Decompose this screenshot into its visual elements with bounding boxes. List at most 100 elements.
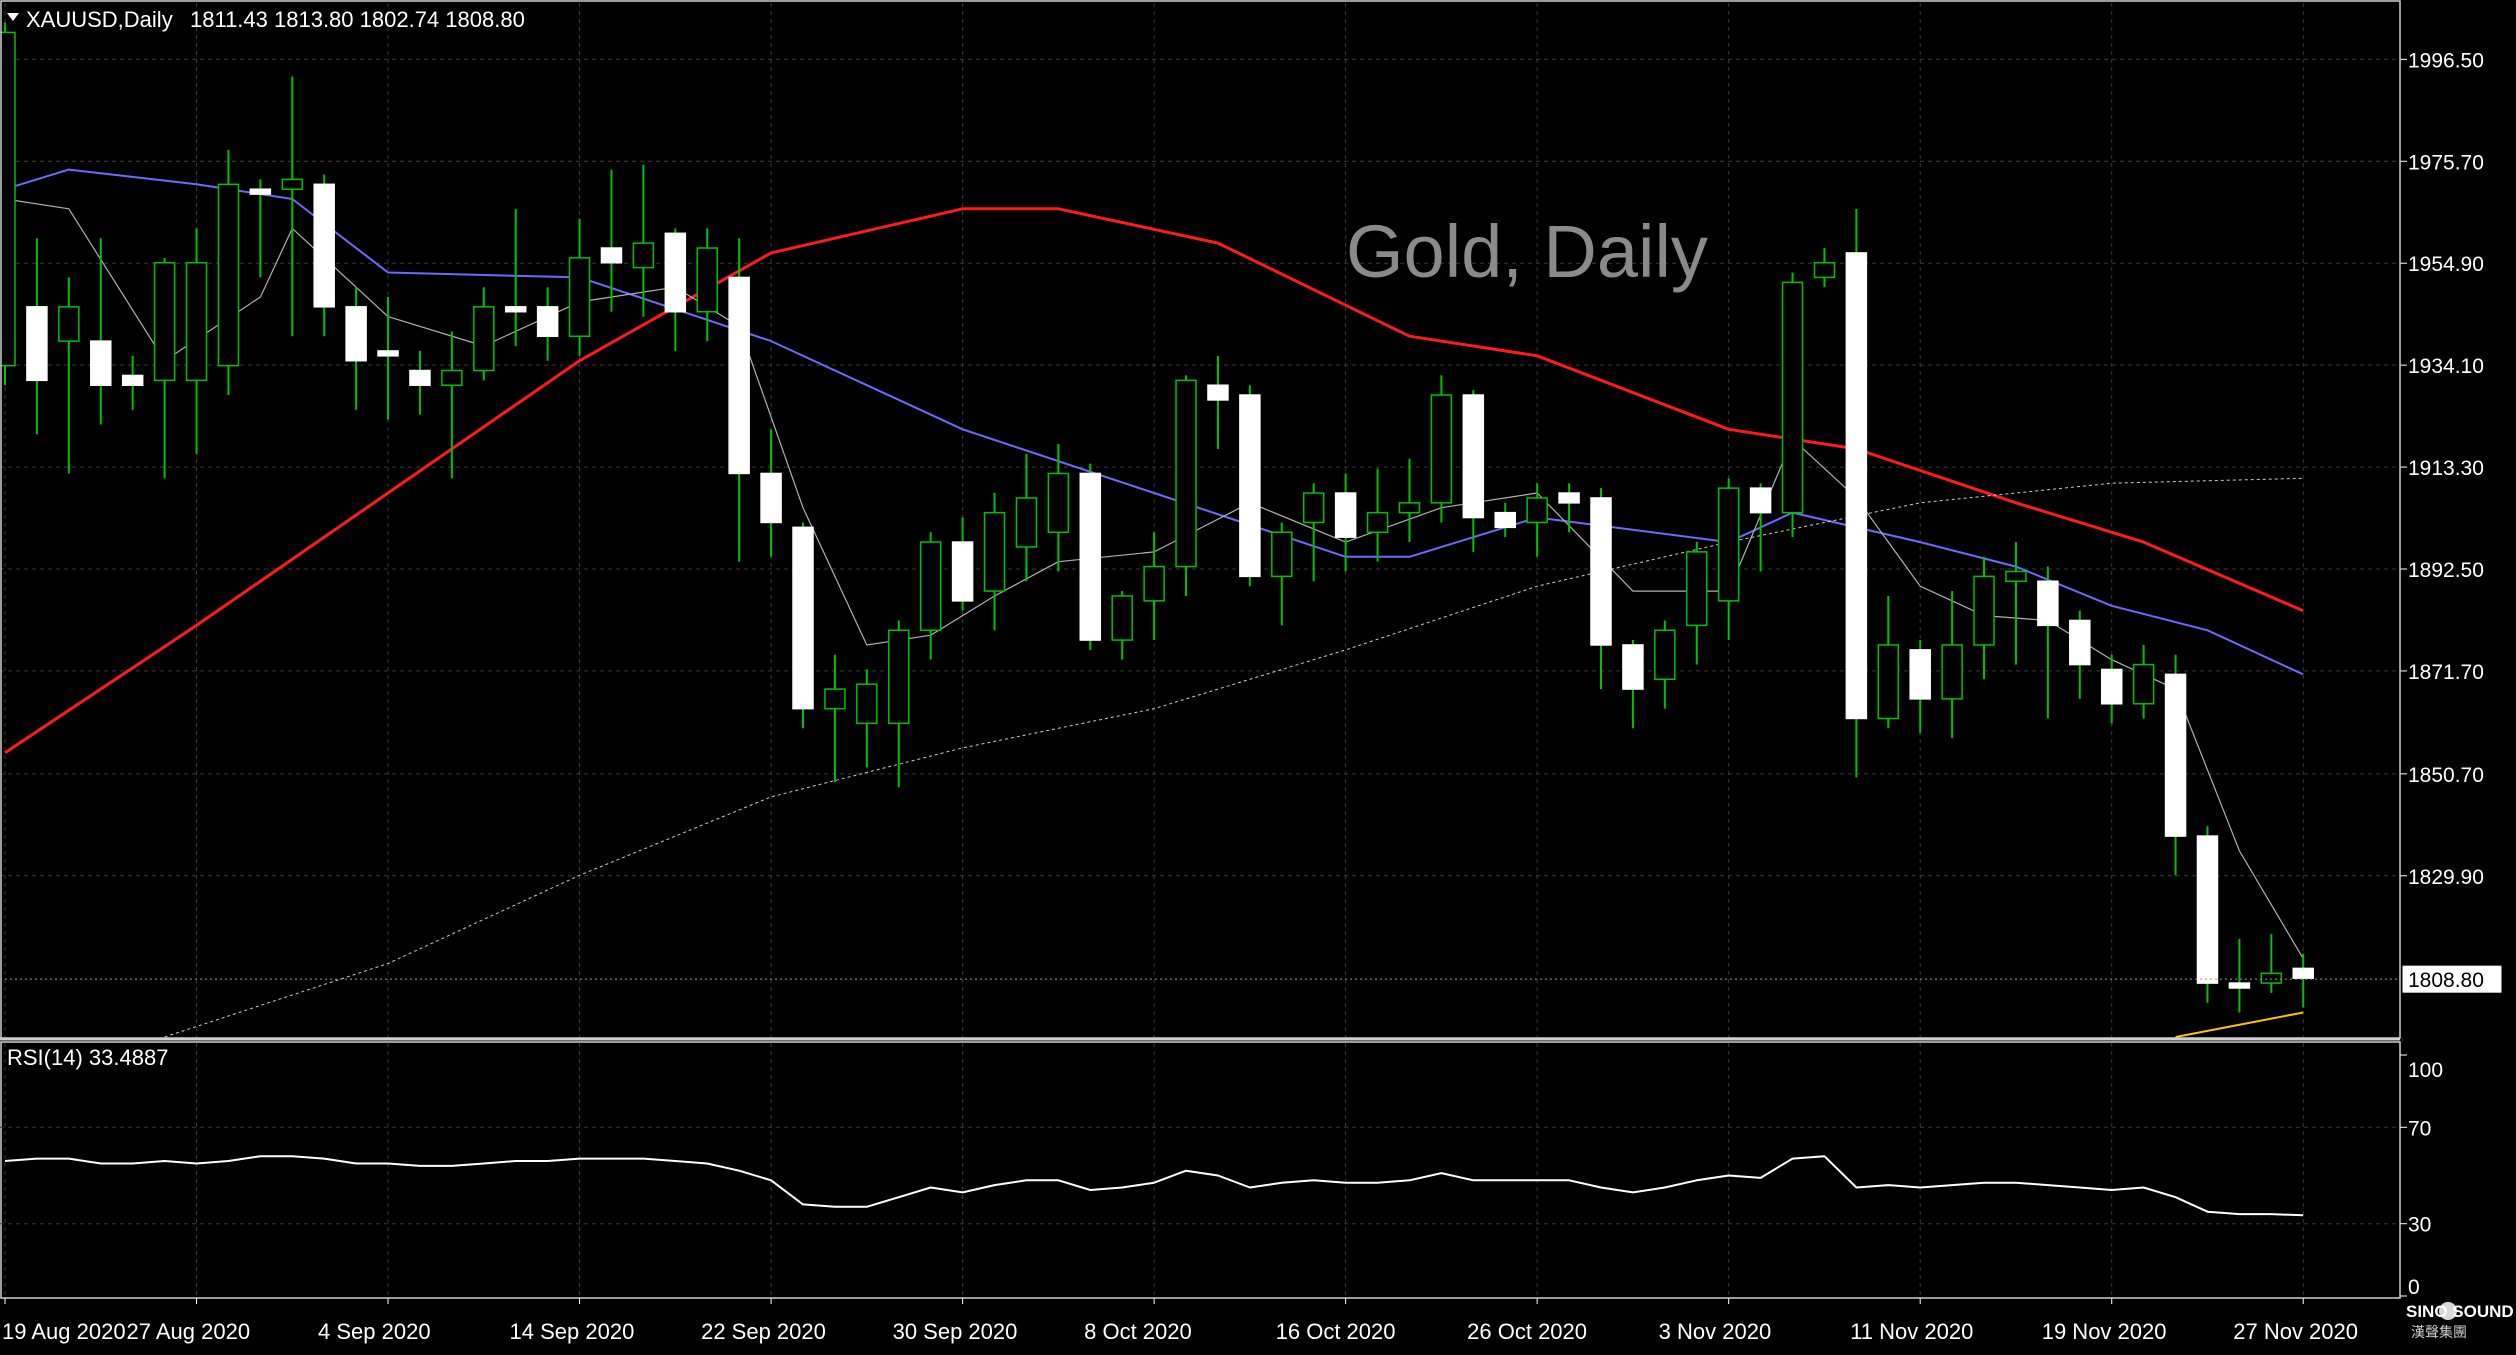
rsi-panel: 100 70 30 0 bbox=[0, 1054, 2443, 1299]
watermark: Gold, Daily bbox=[1346, 210, 1708, 293]
time-tick-label: 27 Nov 2020 bbox=[2233, 1319, 2358, 1344]
candle bbox=[1494, 502, 1516, 538]
candle bbox=[441, 331, 463, 479]
candle bbox=[1366, 468, 1389, 562]
candle bbox=[185, 228, 208, 454]
price-tick-label: 1913.30 bbox=[2408, 457, 2484, 480]
candle bbox=[2005, 542, 2027, 665]
candle-body bbox=[1749, 487, 1772, 514]
candle-body bbox=[2228, 982, 2251, 989]
candle-body bbox=[951, 541, 974, 602]
candle-body bbox=[409, 369, 431, 386]
candle-body bbox=[1973, 575, 1995, 646]
candle bbox=[728, 238, 750, 562]
candle-body bbox=[1175, 379, 1197, 568]
candle bbox=[90, 238, 112, 425]
candle bbox=[1590, 488, 1612, 690]
candle bbox=[217, 150, 240, 396]
candle bbox=[377, 297, 399, 420]
candle bbox=[1111, 591, 1133, 660]
candles bbox=[0, 22, 2314, 1013]
candle bbox=[760, 429, 782, 557]
candle-body bbox=[1334, 492, 1357, 538]
candle-body bbox=[313, 183, 335, 308]
candle-body bbox=[377, 350, 399, 357]
candle-body bbox=[58, 306, 80, 342]
candle-body bbox=[1366, 511, 1389, 534]
candle-body bbox=[728, 276, 750, 475]
candle bbox=[153, 257, 176, 479]
candle bbox=[1334, 473, 1357, 572]
candle bbox=[1015, 453, 1038, 582]
candle bbox=[409, 350, 431, 415]
candle-body bbox=[281, 178, 304, 190]
candle-body bbox=[888, 629, 910, 725]
candle-body bbox=[1845, 252, 1868, 720]
candle bbox=[2164, 654, 2187, 876]
candle bbox=[919, 532, 942, 660]
candle bbox=[1909, 640, 1931, 734]
candle bbox=[1079, 463, 1102, 650]
price-tick-label: 1996.50 bbox=[2408, 49, 2484, 72]
candle-body bbox=[1398, 502, 1421, 514]
price-tick-label: 1954.90 bbox=[2408, 253, 2484, 276]
candle bbox=[1175, 375, 1197, 596]
candle-body bbox=[2005, 570, 2027, 583]
candle-body bbox=[121, 374, 144, 386]
candle-body bbox=[664, 232, 687, 313]
candle-body bbox=[1462, 394, 1485, 519]
moving-average-line bbox=[164, 477, 2304, 1038]
current-price-box bbox=[2401, 964, 2503, 994]
candle bbox=[2132, 644, 2155, 719]
candle-body bbox=[473, 306, 495, 372]
candle bbox=[58, 277, 80, 474]
symbol-dropdown-icon[interactable] bbox=[7, 13, 19, 21]
price-tick-label: 1850.70 bbox=[2408, 764, 2484, 787]
candle-body bbox=[217, 183, 240, 367]
candle bbox=[0, 22, 16, 386]
brand-logo-text: SINO SOUND bbox=[2406, 1302, 2514, 1321]
candle bbox=[1622, 640, 1644, 729]
candle bbox=[1398, 458, 1421, 543]
candle-body bbox=[856, 683, 878, 725]
candle-body bbox=[185, 261, 208, 382]
candle-body bbox=[1302, 492, 1325, 524]
candle-body bbox=[632, 242, 655, 269]
candle-body bbox=[2132, 663, 2155, 705]
candle-body bbox=[1877, 644, 1900, 720]
candle bbox=[1749, 483, 1772, 572]
candle bbox=[983, 493, 1006, 631]
symbol-label[interactable]: XAUUSD,Daily bbox=[26, 7, 173, 32]
candle-body bbox=[792, 526, 814, 710]
rsi-level-label: 30 bbox=[2408, 1214, 2431, 1237]
candle bbox=[632, 164, 655, 317]
candle bbox=[792, 522, 814, 729]
time-tick-label: 16 Oct 2020 bbox=[1276, 1319, 1396, 1344]
time-tick-label: 19 Aug 2020 bbox=[2, 1319, 126, 1344]
rsi-line bbox=[4, 1155, 2304, 1217]
candle-body bbox=[153, 261, 176, 382]
candle bbox=[1207, 355, 1229, 449]
candle-body bbox=[1015, 497, 1038, 548]
price-tick-label: 1934.10 bbox=[2408, 355, 2484, 378]
candle bbox=[2260, 934, 2283, 993]
grid-lines bbox=[0, 3, 2400, 1298]
price-tick-label: 1871.70 bbox=[2408, 661, 2484, 684]
candle bbox=[1654, 620, 1676, 709]
candle bbox=[888, 620, 910, 788]
candle-body bbox=[1654, 629, 1676, 681]
candle bbox=[2292, 953, 2314, 1008]
time-tick-label: 19 Nov 2020 bbox=[2042, 1319, 2167, 1344]
candle bbox=[2228, 938, 2251, 1013]
candle-body bbox=[983, 511, 1006, 592]
candle bbox=[1973, 556, 1995, 680]
candle bbox=[696, 228, 718, 342]
candle bbox=[1302, 483, 1325, 582]
candle-body bbox=[1558, 492, 1580, 504]
candle-body bbox=[1781, 281, 1804, 514]
candle bbox=[536, 287, 559, 361]
candle-body bbox=[1239, 394, 1261, 578]
candle bbox=[568, 218, 591, 356]
